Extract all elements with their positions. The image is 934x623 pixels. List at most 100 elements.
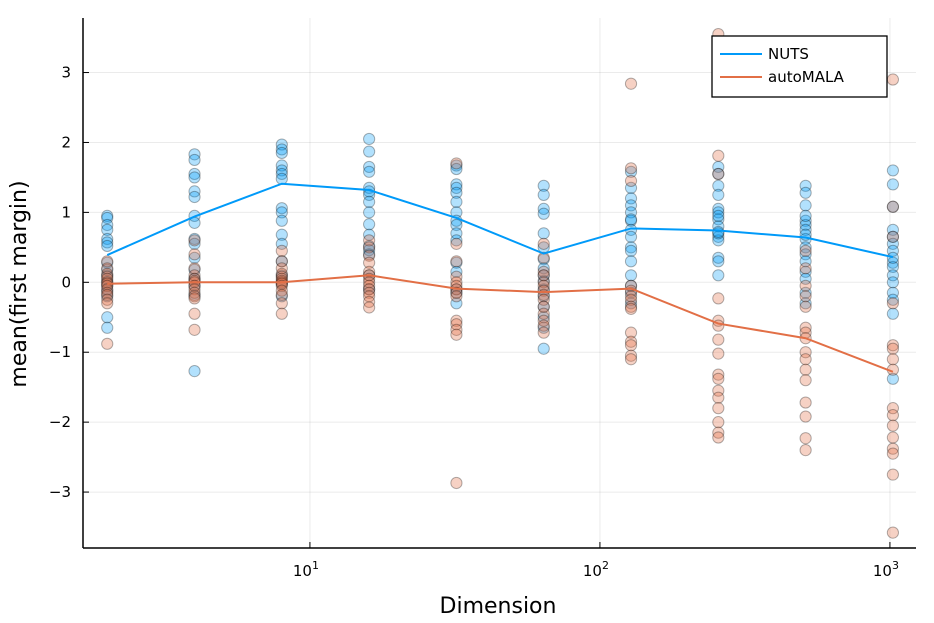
data-point-nuts bbox=[799, 255, 812, 268]
data-point-nuts bbox=[188, 288, 201, 301]
data-point-automala bbox=[537, 237, 550, 250]
data-point-automala bbox=[537, 300, 550, 313]
data-point-automala bbox=[101, 270, 114, 283]
data-point-automala bbox=[537, 265, 550, 278]
data-point-automala bbox=[101, 267, 114, 281]
data-point-automala bbox=[275, 277, 288, 290]
data-point-nuts bbox=[188, 365, 201, 378]
data-point-automala bbox=[886, 353, 900, 366]
data-point-automala bbox=[275, 255, 288, 268]
data-point-automala bbox=[363, 295, 376, 308]
data-point-nuts bbox=[537, 290, 550, 303]
data-point-nuts bbox=[363, 132, 376, 146]
data-point-nuts bbox=[537, 262, 550, 275]
data-point-nuts bbox=[886, 293, 900, 306]
data-point-nuts bbox=[712, 179, 725, 192]
data-point-nuts bbox=[450, 195, 463, 208]
data-point-nuts bbox=[886, 372, 900, 385]
data-point-automala bbox=[188, 234, 201, 247]
data-point-nuts bbox=[712, 234, 725, 247]
data-point-automala bbox=[101, 337, 114, 350]
data-point-automala bbox=[188, 323, 201, 336]
data-point-automala bbox=[624, 300, 638, 313]
x-tick-label: 102 bbox=[583, 559, 609, 580]
data-point-nuts bbox=[712, 220, 725, 233]
data-point-automala bbox=[624, 339, 638, 352]
data-point-automala bbox=[712, 416, 725, 429]
data-point-nuts bbox=[363, 248, 376, 261]
data-point-nuts bbox=[363, 228, 376, 241]
data-point-nuts bbox=[450, 218, 463, 232]
data-point-nuts bbox=[363, 218, 376, 231]
data-point-nuts bbox=[537, 202, 550, 215]
data-point-nuts bbox=[275, 237, 288, 250]
data-point-nuts bbox=[101, 290, 114, 303]
data-point-nuts bbox=[275, 146, 288, 160]
data-point-automala bbox=[886, 200, 900, 213]
data-point-nuts bbox=[886, 251, 900, 264]
points-layer bbox=[101, 27, 900, 539]
data-point-automala bbox=[886, 73, 900, 86]
data-point-nuts bbox=[450, 181, 463, 195]
data-point-nuts bbox=[712, 225, 725, 239]
data-point-automala bbox=[363, 286, 376, 299]
data-point-automala bbox=[799, 363, 812, 376]
data-point-automala bbox=[450, 476, 463, 490]
data-point-nuts bbox=[712, 167, 725, 181]
data-point-nuts bbox=[450, 265, 463, 278]
data-point-automala bbox=[450, 255, 463, 268]
data-point-nuts bbox=[537, 274, 550, 288]
data-point-automala bbox=[188, 274, 201, 288]
data-point-automala bbox=[624, 349, 638, 362]
data-point-automala bbox=[799, 346, 812, 359]
data-point-automala bbox=[537, 319, 550, 332]
data-point-automala bbox=[886, 447, 900, 460]
data-point-automala bbox=[712, 347, 725, 360]
data-point-automala bbox=[363, 279, 376, 292]
data-point-nuts bbox=[275, 202, 288, 215]
data-point-nuts bbox=[624, 199, 638, 212]
data-point-nuts bbox=[275, 290, 288, 303]
data-point-nuts bbox=[886, 237, 900, 250]
legend-box bbox=[711, 35, 888, 98]
data-point-automala bbox=[886, 230, 900, 243]
series-line-nuts bbox=[106, 182, 894, 259]
data-point-nuts bbox=[450, 286, 463, 299]
data-point-automala bbox=[712, 402, 725, 415]
data-point-nuts bbox=[101, 321, 114, 334]
data-point-automala bbox=[450, 318, 463, 331]
data-point-nuts bbox=[363, 160, 376, 174]
data-point-automala bbox=[886, 342, 900, 355]
data-point-nuts bbox=[886, 256, 900, 269]
y-tick-label: 1 bbox=[61, 203, 71, 221]
data-point-nuts bbox=[450, 227, 463, 240]
data-point-nuts bbox=[101, 263, 114, 276]
y-tick-label: 0 bbox=[61, 273, 71, 291]
data-point-nuts bbox=[624, 165, 638, 178]
data-point-automala bbox=[799, 353, 812, 366]
data-point-nuts bbox=[799, 209, 812, 222]
data-point-nuts bbox=[101, 218, 114, 232]
data-point-automala bbox=[799, 432, 812, 445]
data-point-nuts bbox=[886, 164, 900, 177]
data-point-nuts bbox=[886, 223, 900, 236]
data-point-nuts bbox=[799, 286, 812, 299]
y-tick-label: −3 bbox=[49, 483, 71, 501]
data-point-nuts bbox=[275, 228, 288, 241]
data-point-nuts bbox=[101, 284, 114, 297]
data-point-nuts bbox=[101, 211, 114, 225]
data-point-nuts bbox=[275, 164, 288, 177]
data-point-automala bbox=[101, 272, 114, 285]
data-point-nuts bbox=[275, 138, 288, 151]
data-point-nuts bbox=[188, 237, 201, 250]
data-point-nuts bbox=[799, 186, 812, 199]
data-point-nuts bbox=[101, 232, 114, 246]
data-point-automala bbox=[275, 267, 288, 281]
data-point-automala bbox=[188, 292, 201, 305]
data-point-automala bbox=[450, 270, 463, 283]
data-point-automala bbox=[101, 283, 114, 296]
data-point-automala bbox=[363, 256, 376, 269]
data-point-automala bbox=[624, 293, 638, 306]
data-point-nuts bbox=[188, 148, 201, 161]
data-point-automala bbox=[624, 77, 638, 90]
